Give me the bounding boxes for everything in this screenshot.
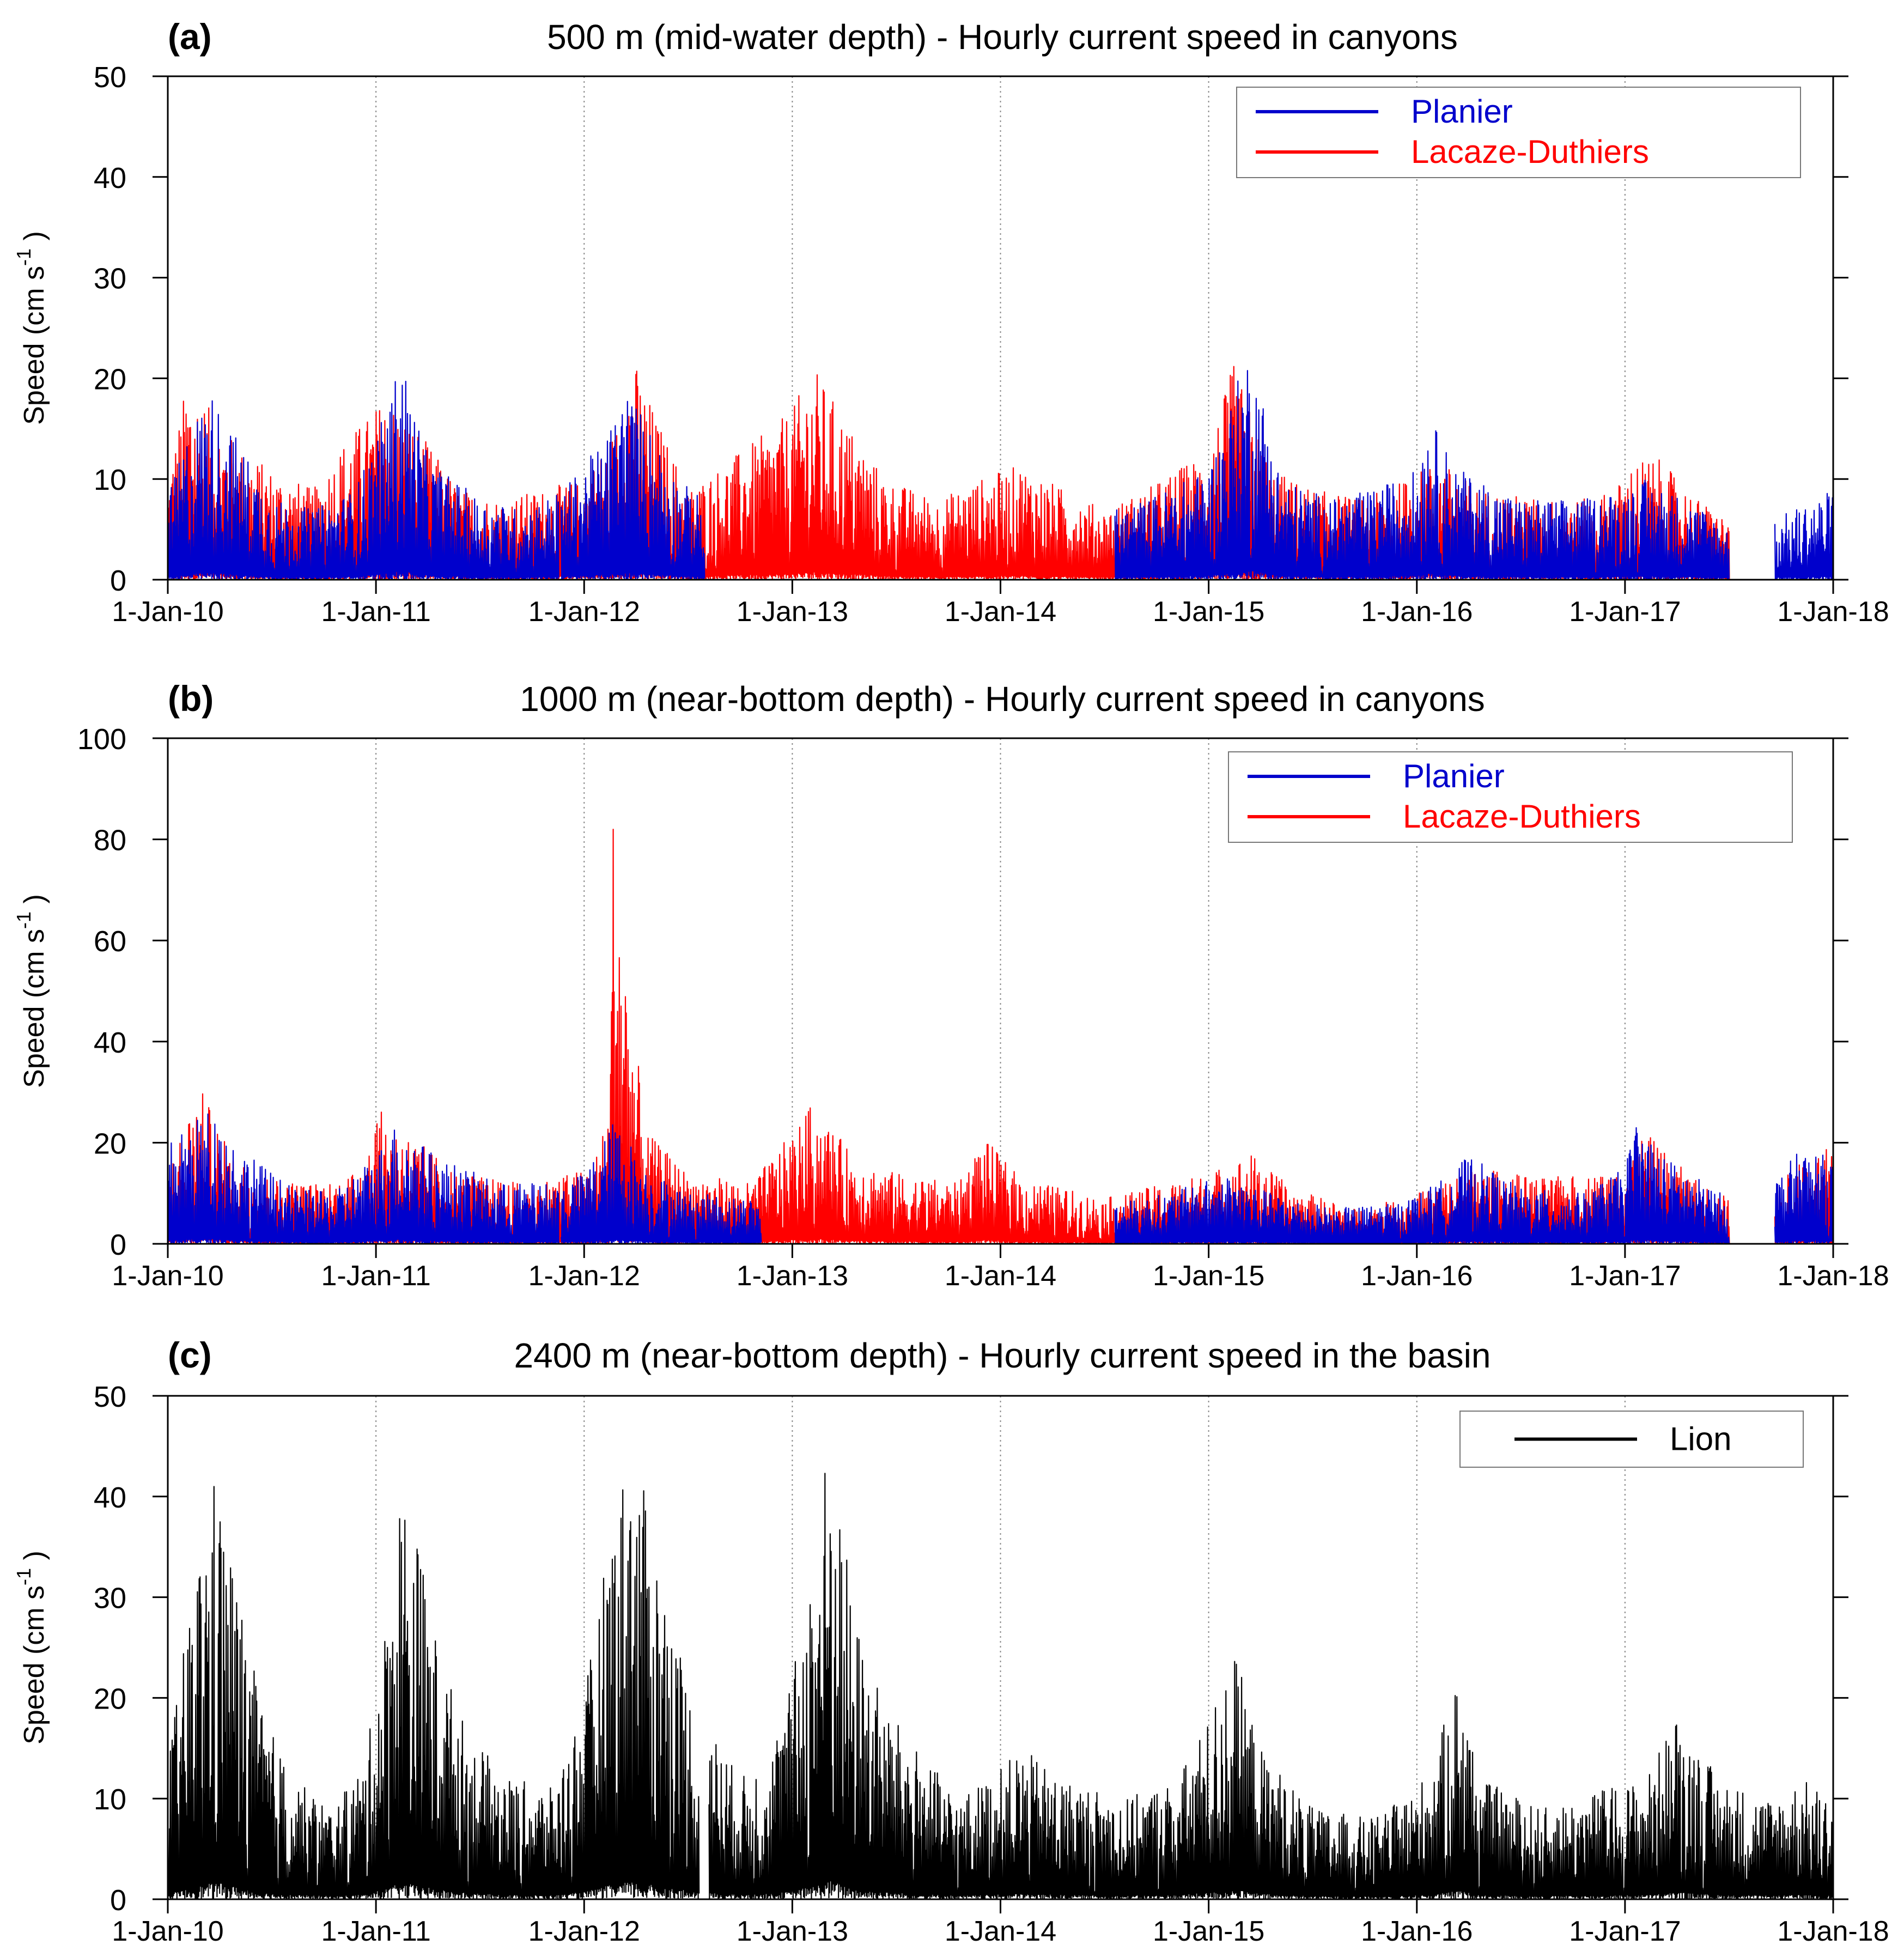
x-tick-label: 1-Jan-11	[321, 1260, 430, 1292]
y-tick-label: 10	[94, 1783, 126, 1816]
legend-label: Planier	[1403, 758, 1505, 794]
chart-panel-2: (b) 1000 m (near-bottom depth) - Hourly c…	[13, 678, 1889, 1292]
y-axis-label: Speed (cm s-1 )	[13, 1551, 50, 1745]
legend-box	[1236, 87, 1801, 178]
panel-label: (a)	[168, 16, 212, 57]
y-tick-label: 50	[94, 1381, 126, 1413]
x-tick-label: 1-Jan-17	[1569, 596, 1681, 628]
x-tick-label: 1-Jan-16	[1361, 1260, 1473, 1292]
x-tick-label: 1-Jan-17	[1569, 1916, 1681, 1947]
x-tick-label: 1-Jan-15	[1153, 1916, 1264, 1947]
x-tick-label: 1-Jan-15	[1153, 1260, 1264, 1292]
series-trace-2	[1114, 1127, 1730, 1244]
chart-title: 1000 m (near-bottom depth) - Hourly curr…	[520, 679, 1485, 719]
y-axis-label-close: )	[19, 1551, 50, 1568]
x-tick-label: 1-Jan-12	[528, 1916, 640, 1947]
y-tick-label: 50	[94, 61, 126, 94]
series-lion	[168, 1473, 1833, 1899]
x-tick-label: 1-Jan-16	[1361, 1916, 1473, 1947]
series-trace-1	[708, 1473, 1833, 1899]
x-tick-label: 1-Jan-11	[321, 596, 430, 628]
series-trace-1	[168, 1486, 700, 1899]
legend: Planier Lacaze-Duthiers	[1228, 751, 1793, 843]
series-planier	[168, 1113, 1833, 1244]
x-tick-label: 1-Jan-10	[112, 1260, 223, 1292]
panel-label: (b)	[168, 678, 214, 719]
y-axis-label-sup: -1	[13, 248, 35, 266]
series-planier	[168, 370, 1833, 580]
x-tick-label: 1-Jan-14	[945, 596, 1056, 628]
series-trace-2	[561, 1124, 762, 1244]
x-tick-label: 1-Jan-14	[945, 1916, 1056, 1947]
x-tick-label: 1-Jan-18	[1777, 596, 1889, 628]
y-axis-label-close: )	[19, 894, 50, 911]
x-tick-label: 1-Jan-14	[945, 1260, 1056, 1292]
chart-panel-3: (c) 2400 m (near-bottom depth) - Hourly c…	[13, 1335, 1889, 1947]
chart-panel-1: (a) 500 m (mid-water depth) - Hourly curr…	[13, 16, 1889, 628]
y-tick-label: 40	[94, 1026, 126, 1059]
chart-title: 500 m (mid-water depth) - Hourly current…	[547, 17, 1458, 57]
legend-label: Lion	[1670, 1421, 1731, 1457]
y-axis-label-sup: -1	[13, 911, 35, 929]
y-tick-label: 60	[94, 925, 126, 958]
x-tick-label: 1-Jan-17	[1569, 1260, 1681, 1292]
x-tick-label: 1-Jan-13	[737, 596, 848, 628]
series-trace-2	[168, 380, 559, 580]
y-tick-label: 30	[94, 1582, 126, 1615]
y-tick-label: 20	[94, 1682, 126, 1715]
x-tick-label: 1-Jan-11	[321, 1916, 430, 1947]
y-tick-label: 0	[110, 564, 126, 597]
series-trace-2	[1774, 493, 1833, 580]
y-axis-label-main: Speed (cm s	[19, 1585, 50, 1745]
series-trace-2	[168, 1113, 559, 1244]
y-axis-label-close: )	[19, 231, 50, 248]
y-tick-label: 10	[94, 464, 126, 496]
y-axis-label: Speed (cm s-1 )	[13, 231, 50, 425]
y-axis-label-sup: -1	[13, 1568, 35, 1585]
legend-label: Planier	[1411, 93, 1513, 130]
y-tick-label: 0	[110, 1229, 126, 1261]
chart-title: 2400 m (near-bottom depth) - Hourly curr…	[514, 1336, 1491, 1375]
y-tick-label: 20	[94, 1127, 126, 1160]
y-tick-label: 100	[77, 723, 126, 756]
y-tick-label: 40	[94, 1481, 126, 1514]
x-tick-label: 1-Jan-10	[112, 1916, 223, 1947]
x-tick-label: 1-Jan-13	[737, 1260, 848, 1292]
series-trace-2	[1114, 370, 1730, 580]
x-tick-label: 1-Jan-18	[1777, 1916, 1889, 1947]
x-tick-label: 1-Jan-13	[737, 1916, 848, 1947]
panel-label: (c)	[168, 1335, 212, 1375]
legend-label: Lacaze-Duthiers	[1403, 798, 1641, 835]
x-tick-label: 1-Jan-12	[528, 1260, 640, 1292]
y-axis-label-main: Speed (cm s	[19, 266, 50, 425]
x-tick-label: 1-Jan-10	[112, 596, 223, 628]
y-tick-label: 0	[110, 1884, 126, 1917]
series-trace-2	[1774, 1153, 1833, 1244]
y-tick-label: 30	[94, 263, 126, 295]
series-trace-2	[561, 400, 705, 580]
legend-label: Lacaze-Duthiers	[1411, 133, 1649, 170]
legend-box	[1228, 751, 1793, 843]
x-tick-label: 1-Jan-12	[528, 596, 640, 628]
y-tick-label: 80	[94, 824, 126, 857]
y-tick-label: 20	[94, 363, 126, 396]
y-axis-label-main: Speed (cm s	[19, 929, 50, 1088]
legend: Lion	[1459, 1411, 1804, 1468]
x-tick-label: 1-Jan-15	[1153, 596, 1264, 628]
x-tick-label: 1-Jan-16	[1361, 596, 1473, 628]
y-tick-label: 40	[94, 162, 126, 195]
x-tick-label: 1-Jan-18	[1777, 1260, 1889, 1292]
y-axis-label: Speed (cm s-1 )	[13, 894, 50, 1088]
